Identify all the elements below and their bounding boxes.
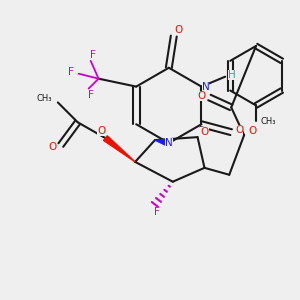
Text: O: O [97, 126, 106, 136]
Text: F: F [154, 207, 160, 218]
Polygon shape [155, 140, 169, 146]
Text: O: O [248, 126, 256, 136]
Text: N: N [202, 82, 209, 92]
Polygon shape [103, 136, 135, 162]
Text: F: F [68, 67, 74, 77]
Text: O: O [197, 91, 206, 100]
Text: F: F [88, 89, 94, 100]
Text: O: O [49, 142, 57, 152]
Text: CH₃: CH₃ [36, 94, 52, 103]
Text: F: F [90, 50, 96, 60]
Text: CH₃: CH₃ [260, 117, 276, 126]
Text: O: O [175, 25, 183, 35]
Text: H: H [228, 70, 236, 80]
Text: N: N [165, 138, 173, 148]
Text: O: O [235, 125, 243, 135]
Text: O: O [200, 127, 208, 137]
